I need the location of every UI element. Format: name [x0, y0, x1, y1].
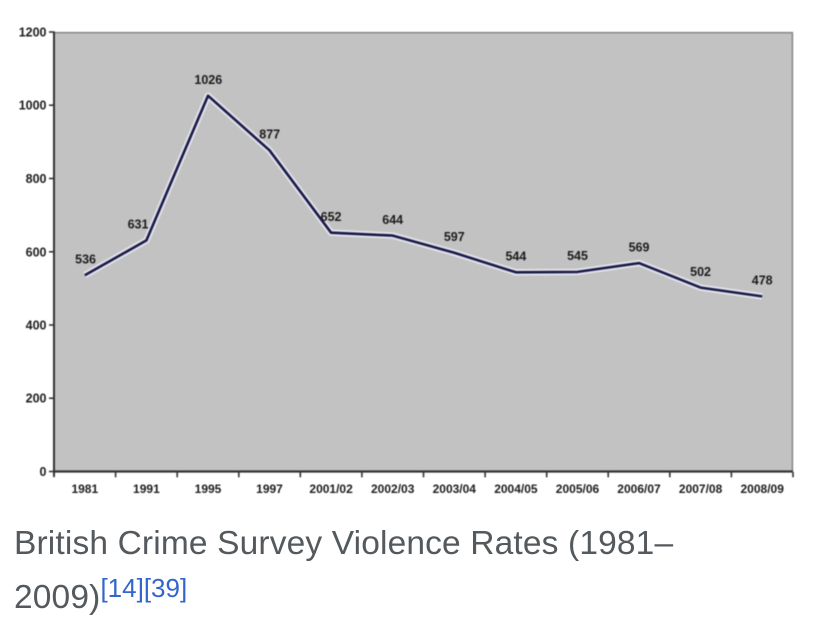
svg-text:644: 644: [382, 213, 403, 227]
svg-text:1026: 1026: [194, 73, 222, 87]
svg-text:2007/08: 2007/08: [679, 482, 723, 496]
svg-text:1000: 1000: [19, 99, 47, 113]
svg-text:569: 569: [629, 240, 650, 254]
svg-text:536: 536: [75, 252, 96, 266]
svg-text:1997: 1997: [256, 482, 283, 496]
svg-text:478: 478: [752, 274, 773, 288]
svg-text:400: 400: [26, 319, 47, 333]
svg-text:2008/09: 2008/09: [741, 482, 785, 496]
svg-text:544: 544: [505, 250, 526, 264]
svg-text:877: 877: [259, 128, 280, 142]
svg-text:1991: 1991: [133, 482, 160, 496]
svg-text:2003/04: 2003/04: [433, 482, 477, 496]
svg-text:1200: 1200: [19, 26, 47, 40]
svg-text:652: 652: [321, 210, 342, 224]
svg-text:597: 597: [444, 230, 465, 244]
svg-text:545: 545: [567, 249, 588, 263]
svg-text:1981: 1981: [71, 482, 98, 496]
svg-text:2002/03: 2002/03: [371, 482, 415, 496]
svg-text:502: 502: [690, 265, 711, 279]
svg-text:600: 600: [26, 245, 47, 259]
svg-text:631: 631: [128, 218, 149, 232]
svg-text:1995: 1995: [195, 482, 222, 496]
svg-text:2001/02: 2001/02: [309, 482, 353, 496]
svg-text:2006/07: 2006/07: [617, 482, 661, 496]
svg-text:200: 200: [26, 392, 47, 406]
svg-text:800: 800: [26, 172, 47, 186]
svg-text:0: 0: [40, 465, 47, 479]
svg-text:2005/06: 2005/06: [556, 482, 600, 496]
svg-text:2004/05: 2004/05: [494, 482, 538, 496]
